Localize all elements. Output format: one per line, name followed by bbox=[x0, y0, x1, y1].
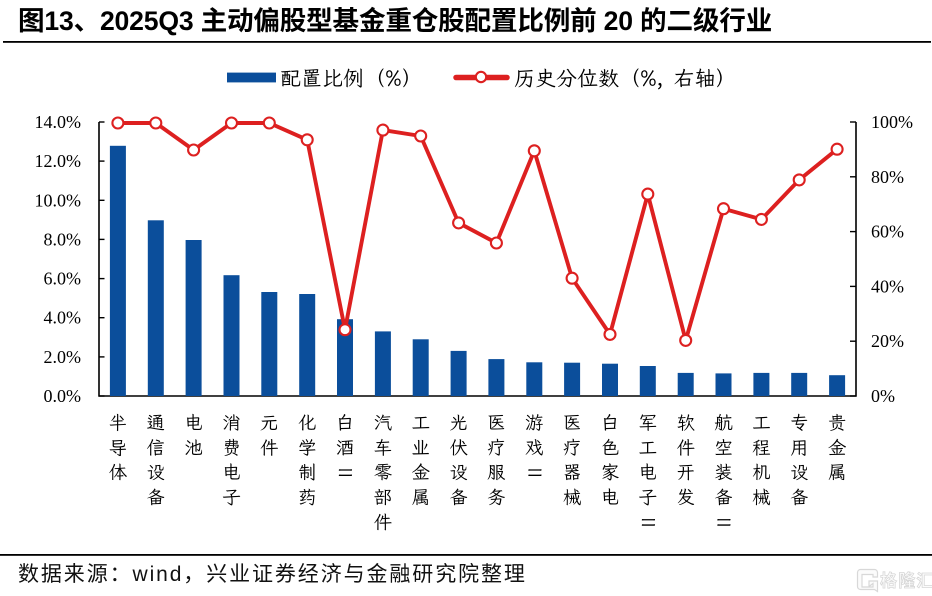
svg-text:件: 件 bbox=[260, 436, 279, 460]
svg-text:白: 白 bbox=[601, 411, 620, 435]
svg-text:属: 属 bbox=[411, 486, 430, 510]
svg-text:色: 色 bbox=[601, 436, 620, 460]
svg-text:疗: 疗 bbox=[563, 436, 582, 460]
svg-text:导: 导 bbox=[109, 436, 128, 460]
svg-text:2.0%: 2.0% bbox=[44, 347, 82, 367]
svg-text:医: 医 bbox=[563, 411, 582, 435]
svg-text:备: 备 bbox=[714, 486, 733, 510]
svg-text:器: 器 bbox=[563, 461, 582, 485]
svg-text:池: 池 bbox=[184, 436, 203, 460]
svg-text:件: 件 bbox=[374, 510, 393, 534]
svg-text:8.0%: 8.0% bbox=[44, 229, 82, 249]
svg-text:0%: 0% bbox=[871, 386, 895, 406]
svg-text:Ⅱ: Ⅱ bbox=[333, 463, 357, 482]
svg-text:疗: 疗 bbox=[487, 436, 506, 460]
svg-text:汽: 汽 bbox=[374, 411, 393, 435]
svg-text:工: 工 bbox=[639, 436, 658, 460]
svg-text:备: 备 bbox=[790, 486, 809, 510]
svg-text:4.0%: 4.0% bbox=[44, 308, 82, 328]
svg-text:6.0%: 6.0% bbox=[44, 269, 82, 289]
svg-text:格隆汇: 格隆汇 bbox=[880, 567, 932, 592]
svg-text:图13、2025Q3 主动偏股型基金重仓股配置比例前 20: 图13、2025Q3 主动偏股型基金重仓股配置比例前 20 的二级行业 bbox=[18, 6, 772, 36]
svg-text:程: 程 bbox=[752, 436, 771, 460]
svg-text:家: 家 bbox=[601, 461, 620, 485]
svg-text:伏: 伏 bbox=[449, 436, 468, 460]
svg-text:备: 备 bbox=[449, 486, 468, 510]
svg-text:80%: 80% bbox=[871, 167, 904, 187]
svg-text:专: 专 bbox=[790, 411, 809, 435]
svg-text:光: 光 bbox=[449, 411, 468, 435]
svg-text:12.0%: 12.0% bbox=[35, 151, 82, 171]
svg-text:费: 费 bbox=[222, 436, 241, 460]
svg-text:14.0%: 14.0% bbox=[35, 112, 82, 132]
svg-text:100%: 100% bbox=[871, 112, 913, 132]
svg-text:消: 消 bbox=[222, 411, 241, 435]
svg-text:Ⅱ: Ⅱ bbox=[522, 463, 546, 482]
svg-text:配置比例（%）: 配置比例（%） bbox=[280, 64, 423, 92]
svg-text:械: 械 bbox=[563, 486, 582, 510]
svg-text:机: 机 bbox=[752, 461, 771, 485]
svg-text:设: 设 bbox=[449, 461, 468, 485]
svg-text:设: 设 bbox=[790, 461, 809, 485]
svg-text:学: 学 bbox=[298, 436, 317, 460]
svg-text:子: 子 bbox=[639, 486, 658, 510]
svg-text:60%: 60% bbox=[871, 222, 904, 242]
svg-text:医: 医 bbox=[487, 411, 506, 435]
svg-text:金: 金 bbox=[411, 461, 430, 485]
svg-text:白: 白 bbox=[336, 411, 355, 435]
svg-text:10.0%: 10.0% bbox=[35, 190, 82, 210]
svg-text:半: 半 bbox=[109, 411, 128, 435]
svg-text:件: 件 bbox=[676, 436, 695, 460]
svg-text:电: 电 bbox=[639, 461, 658, 485]
svg-text:历史分位数（%,右轴）: 历史分位数（%, 右轴） bbox=[514, 64, 737, 92]
svg-text:服: 服 bbox=[487, 461, 506, 485]
svg-text:电: 电 bbox=[222, 461, 241, 485]
svg-text:属: 属 bbox=[828, 461, 847, 485]
svg-text:Ⅱ: Ⅱ bbox=[712, 513, 736, 532]
svg-text:工: 工 bbox=[411, 411, 430, 435]
svg-text:酒: 酒 bbox=[336, 436, 355, 460]
svg-text:软: 软 bbox=[676, 411, 695, 435]
svg-text:20%: 20% bbox=[871, 331, 904, 351]
svg-text:金: 金 bbox=[828, 436, 847, 460]
svg-text:Ⅱ: Ⅱ bbox=[636, 513, 660, 532]
svg-text:数据来源：wind，兴业证券经济与金融研究院整理: 数据来源：wind，兴业证券经济与金融研究院整理 bbox=[18, 563, 527, 586]
svg-text:40%: 40% bbox=[871, 276, 904, 296]
svg-text:电: 电 bbox=[184, 411, 203, 435]
svg-text:装: 装 bbox=[714, 461, 733, 485]
svg-text:贵: 贵 bbox=[828, 411, 847, 435]
svg-text:用: 用 bbox=[790, 436, 809, 460]
svg-text:药: 药 bbox=[298, 486, 317, 510]
svg-text:化: 化 bbox=[298, 411, 317, 435]
svg-text:游: 游 bbox=[525, 411, 544, 435]
svg-text:航: 航 bbox=[714, 411, 733, 435]
svg-text:务: 务 bbox=[487, 486, 506, 510]
svg-text:业: 业 bbox=[411, 436, 430, 460]
svg-text:戏: 戏 bbox=[525, 436, 544, 460]
svg-text:制: 制 bbox=[298, 461, 317, 485]
svg-text:空: 空 bbox=[714, 436, 733, 460]
svg-text:信: 信 bbox=[147, 436, 166, 460]
svg-text:车: 车 bbox=[374, 436, 393, 460]
svg-text:元: 元 bbox=[260, 411, 279, 435]
svg-text:开: 开 bbox=[676, 461, 695, 485]
svg-text:体: 体 bbox=[109, 461, 128, 485]
svg-text:发: 发 bbox=[676, 486, 695, 510]
svg-text:部: 部 bbox=[374, 486, 393, 510]
svg-text:通: 通 bbox=[147, 411, 166, 435]
svg-text:工: 工 bbox=[752, 411, 771, 435]
svg-text:械: 械 bbox=[752, 486, 771, 510]
svg-text:军: 军 bbox=[639, 411, 658, 435]
svg-text:零: 零 bbox=[374, 461, 393, 485]
svg-text:设: 设 bbox=[147, 461, 166, 485]
svg-text:电: 电 bbox=[601, 486, 620, 510]
svg-text:子: 子 bbox=[222, 486, 241, 510]
svg-text:备: 备 bbox=[147, 486, 166, 510]
svg-text:0.0%: 0.0% bbox=[44, 386, 82, 406]
